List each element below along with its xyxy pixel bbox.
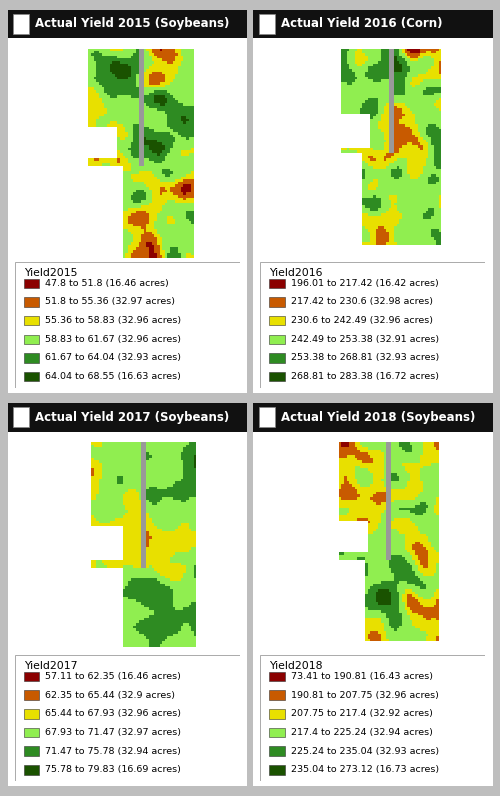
Text: Actual Yield 2015 (Soybeans): Actual Yield 2015 (Soybeans) [35, 18, 230, 30]
FancyBboxPatch shape [259, 407, 274, 427]
FancyBboxPatch shape [259, 14, 274, 34]
FancyBboxPatch shape [14, 407, 29, 427]
Text: Actual Yield 2016 (Corn): Actual Yield 2016 (Corn) [280, 18, 442, 30]
Text: Actual Yield 2017 (Soybeans): Actual Yield 2017 (Soybeans) [35, 411, 230, 423]
FancyBboxPatch shape [14, 14, 29, 34]
Text: Actual Yield 2018 (Soybeans): Actual Yield 2018 (Soybeans) [280, 411, 475, 423]
